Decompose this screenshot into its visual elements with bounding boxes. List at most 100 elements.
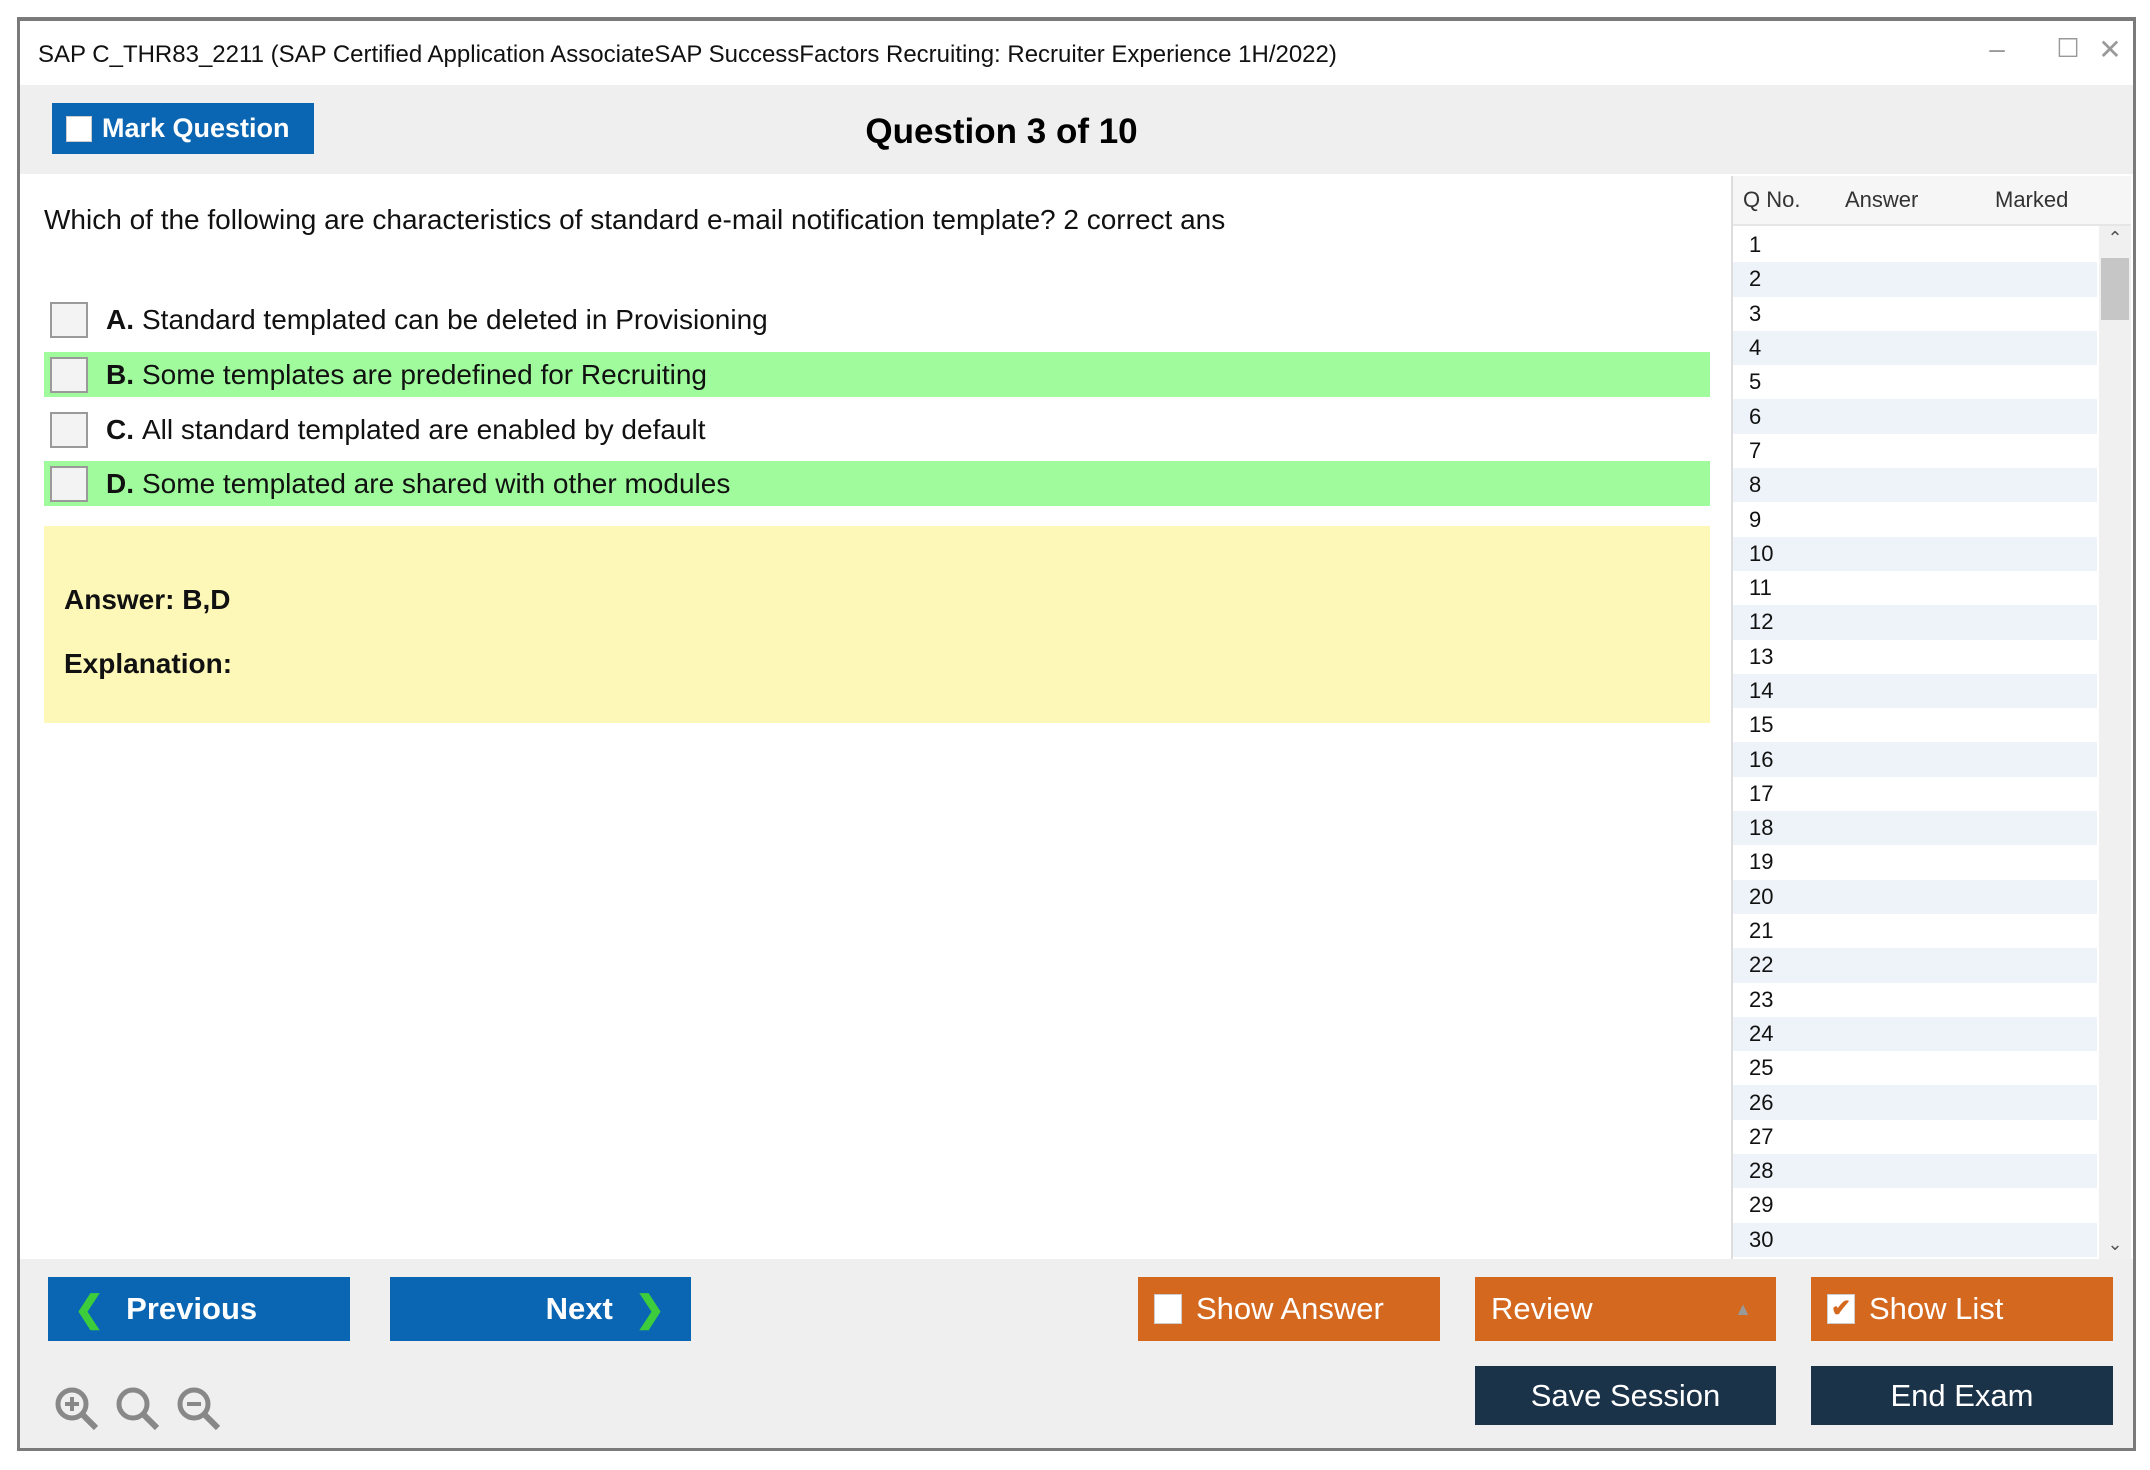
question-list-row[interactable]: 27 — [1733, 1120, 2097, 1154]
question-list-row[interactable]: 8 — [1733, 468, 2097, 503]
checkbox-icon — [66, 115, 92, 142]
header-qno[interactable]: Q No. — [1743, 187, 1801, 212]
question-list-row[interactable]: 1 — [1733, 228, 2097, 262]
zoom-out-icon[interactable] — [174, 1384, 222, 1432]
previous-label: Previous — [126, 1291, 258, 1326]
app-window: SAP C_THR83_2211 (SAP Certified Applicat… — [17, 17, 2136, 1451]
question-list-row[interactable]: 18 — [1733, 811, 2097, 846]
question-list-row[interactable]: 26 — [1733, 1085, 2097, 1120]
question-number: 5 — [1749, 369, 1762, 395]
question-number: 26 — [1749, 1089, 1774, 1115]
scroll-up-icon[interactable]: ⌃ — [2107, 228, 2123, 248]
question-number: 4 — [1749, 335, 1762, 361]
end-exam-button[interactable]: End Exam — [1811, 1366, 2113, 1425]
option-letter: A. — [106, 303, 134, 335]
question-list-row[interactable]: 15 — [1733, 708, 2097, 742]
zoom-in-icon[interactable] — [52, 1384, 100, 1432]
show-list-button[interactable]: ✔ Show List — [1811, 1277, 2113, 1341]
show-answer-label: Show Answer — [1196, 1291, 1384, 1326]
question-list-row[interactable]: 20 — [1733, 879, 2097, 914]
question-list-header: Q No. Answer Marked — [1733, 176, 2131, 226]
answer-text: Answer: B,D — [64, 584, 231, 615]
question-number: 6 — [1749, 403, 1762, 429]
question-number: 22 — [1749, 952, 1774, 978]
question-list-row[interactable]: 2 — [1733, 262, 2097, 297]
question-list-row[interactable]: 24 — [1733, 1016, 2097, 1052]
option-a[interactable]: A. Standard templated can be deleted in P… — [44, 297, 1710, 342]
next-button[interactable]: Next ❯ — [390, 1277, 691, 1341]
scroll-down-icon[interactable]: ⌄ — [2107, 1234, 2123, 1254]
question-list-row[interactable]: 17 — [1733, 777, 2097, 811]
question-number: 30 — [1749, 1226, 1774, 1252]
option-b[interactable]: B. Some templates are predefined for Recr… — [44, 352, 1710, 397]
question-list-panel: Q No. Answer Marked 1 2 3 4 5 6 7 8 9 10 11 12 13 14 1… — [1731, 176, 2131, 1259]
question-list-row[interactable]: 25 — [1733, 1051, 2097, 1085]
question-list-row[interactable]: 11 — [1733, 571, 2097, 605]
review-dropdown[interactable]: Review ▲ — [1475, 1277, 1776, 1341]
question-list-row[interactable]: 19 — [1733, 845, 2097, 879]
question-title: Question 3 of 10 — [865, 112, 1138, 151]
show-answer-button[interactable]: Show Answer — [1138, 1277, 1440, 1341]
question-list-row[interactable]: 22 — [1733, 948, 2097, 983]
question-list-row[interactable]: 12 — [1733, 605, 2097, 640]
footer-toolbar: ❮ Previous Next ❯ Show Answer Review ▲ ✔ Sho… — [20, 1259, 2133, 1448]
question-list-row[interactable]: 9 — [1733, 502, 2097, 536]
question-number: 17 — [1749, 780, 1774, 806]
option-checkbox[interactable] — [50, 465, 88, 502]
previous-button[interactable]: ❮ Previous — [48, 1277, 350, 1341]
option-checkbox[interactable] — [50, 356, 88, 393]
header-marked[interactable]: Marked — [1995, 187, 2069, 212]
question-number: 15 — [1749, 712, 1774, 738]
checkbox-icon — [1154, 1294, 1182, 1324]
save-session-button[interactable]: Save Session — [1475, 1366, 1776, 1425]
option-checkbox[interactable] — [50, 411, 88, 448]
question-list-row[interactable]: 13 — [1733, 640, 2097, 674]
question-number: 10 — [1749, 540, 1774, 566]
question-list-row[interactable]: 23 — [1733, 983, 2097, 1017]
question-list-row[interactable]: 30 — [1733, 1222, 2097, 1257]
option-text: Some templated are shared with other mod… — [142, 467, 731, 499]
question-list-row[interactable]: 29 — [1733, 1188, 2097, 1222]
option-letter: B. — [106, 358, 134, 390]
question-list-row[interactable]: 10 — [1733, 536, 2097, 571]
checkbox-checked-icon: ✔ — [1827, 1294, 1855, 1324]
zoom-reset-icon[interactable] — [113, 1384, 161, 1432]
option-d[interactable]: D. Some templated are shared with other m… — [44, 461, 1710, 506]
question-number: 23 — [1749, 986, 1774, 1012]
question-number: 20 — [1749, 883, 1774, 909]
caret-up-icon: ▲ — [1734, 1298, 1752, 1319]
question-number: 1 — [1749, 232, 1762, 258]
answer-box: Answer: B,D Explanation: — [44, 526, 1710, 723]
question-list-row[interactable]: 5 — [1733, 365, 2097, 399]
minimize-icon[interactable]: – — [1989, 33, 2005, 64]
question-number: 11 — [1749, 575, 1772, 601]
close-icon[interactable]: ✕ — [2098, 34, 2122, 65]
question-number: 14 — [1749, 678, 1774, 703]
question-list-row[interactable]: 7 — [1733, 434, 2097, 468]
option-letter: D. — [106, 467, 134, 499]
question-list-row[interactable]: 14 — [1733, 673, 2097, 709]
question-list-row[interactable]: 4 — [1733, 330, 2097, 366]
question-list-row[interactable]: 6 — [1733, 399, 2097, 434]
question-list-row[interactable]: 21 — [1733, 914, 2097, 948]
mark-question-button[interactable]: Mark Question — [52, 103, 314, 154]
question-list-row[interactable]: 16 — [1733, 742, 2097, 777]
question-number: 24 — [1749, 1020, 1774, 1046]
review-label: Review — [1491, 1291, 1593, 1326]
scrollbar[interactable]: ⌃ ⌄ — [2099, 226, 2131, 1259]
header-answer[interactable]: Answer — [1845, 187, 1919, 212]
question-list-row[interactable]: 3 — [1733, 297, 2097, 331]
question-number: 12 — [1749, 609, 1774, 635]
scrollbar-thumb[interactable] — [2101, 258, 2129, 320]
question-number: 8 — [1749, 472, 1762, 498]
question-number: 19 — [1749, 849, 1774, 875]
question-number: 18 — [1749, 815, 1774, 841]
next-label: Next — [545, 1291, 613, 1326]
question-list-row[interactable]: 28 — [1733, 1154, 2097, 1189]
option-checkbox[interactable] — [50, 301, 88, 338]
question-number: 27 — [1749, 1123, 1774, 1149]
chevron-left-icon: ❮ — [74, 1288, 105, 1329]
maximize-icon[interactable]: ☐ — [2056, 33, 2080, 63]
question-number: 9 — [1749, 506, 1762, 532]
option-c[interactable]: C. All standard templated are enabled by … — [44, 407, 1710, 452]
